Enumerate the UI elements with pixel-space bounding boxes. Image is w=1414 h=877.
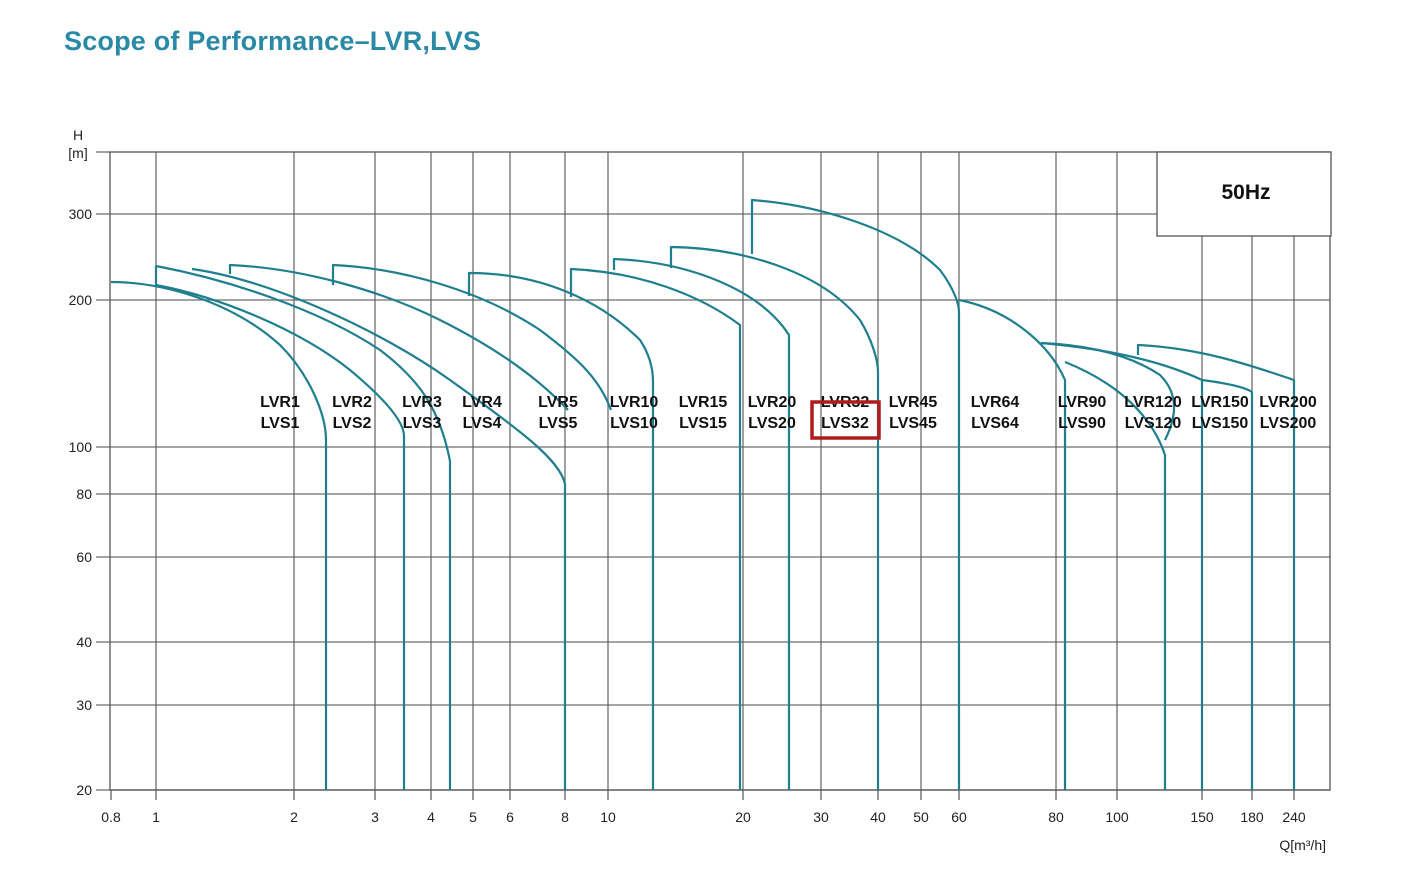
x-tick-label: 100 — [1105, 809, 1129, 825]
model-label-lvr: LVR4 — [462, 394, 502, 411]
pump-curve — [1201, 378, 1254, 790]
model-label-lvs: LVS90 — [1058, 415, 1106, 432]
x-tick-label: 20 — [735, 809, 751, 825]
model-label-lvs: LVS3 — [403, 415, 442, 432]
plot-frame — [109, 151, 1331, 791]
model-label-lvs: LVS32 — [821, 415, 869, 432]
model-label-lvr: LVR120 — [1124, 394, 1182, 411]
model-label-lvs: LVS45 — [889, 415, 937, 432]
model-label-lvs: LVS1 — [261, 415, 300, 432]
x-tick-label: 4 — [427, 809, 435, 825]
pump-curve — [1136, 343, 1296, 790]
model-label-lvr: LVR64 — [971, 394, 1020, 411]
model-label-lvr: LVR90 — [1058, 394, 1107, 411]
x-tick-label: 5 — [469, 809, 477, 825]
x-tick-label: 2 — [290, 809, 298, 825]
y-tick-label: 40 — [76, 634, 92, 650]
x-axis-label: Q[m³/h] — [1279, 837, 1326, 853]
x-tick-label: 40 — [870, 809, 886, 825]
pump-curve — [110, 280, 328, 790]
pump-curve — [569, 267, 742, 790]
x-tick-label: 10 — [600, 809, 616, 825]
pump-curve — [331, 263, 613, 411]
model-label-lvr: LVR10 — [610, 394, 659, 411]
model-label-lvs: LVS15 — [679, 415, 727, 432]
y-tick-label: 80 — [76, 486, 92, 502]
model-label-lvs: LVS64 — [971, 415, 1019, 432]
pump-curve — [191, 267, 567, 790]
x-tick-label: 3 — [371, 809, 379, 825]
x-tick-label: 180 — [1240, 809, 1264, 825]
pump-curve — [750, 198, 961, 790]
model-label-lvr: LVR150 — [1191, 394, 1249, 411]
model-label-lvs: LVS20 — [748, 415, 796, 432]
pump-curve — [467, 271, 655, 790]
y-tick-label: 200 — [69, 292, 93, 308]
y-grid-lines — [96, 151, 1330, 791]
x-tick-label: 50 — [913, 809, 929, 825]
x-tick-label: 60 — [951, 809, 967, 825]
model-label-lvs: LVS200 — [1260, 415, 1317, 432]
model-label-lvr: LVR5 — [538, 394, 578, 411]
pump-curve — [958, 298, 1067, 790]
page-title: Scope of Performance–LVR,LVS — [64, 26, 482, 56]
model-label-lvr: LVR1 — [260, 394, 300, 411]
y-axis-ticks: 300 200 100 80 60 40 30 20 — [69, 206, 93, 798]
x-tick-label: 30 — [813, 809, 829, 825]
model-label-lvr: LVR20 — [748, 394, 797, 411]
model-label-lvr: LVR2 — [332, 394, 372, 411]
x-tick-label: 240 — [1282, 809, 1306, 825]
model-label-lvr: LVR15 — [679, 394, 728, 411]
pump-curve — [155, 264, 452, 790]
pump-curve — [228, 263, 569, 411]
model-label-lvr: LVR3 — [402, 394, 442, 411]
y-tick-label: 30 — [76, 697, 92, 713]
y-tick-label: 100 — [69, 439, 93, 455]
model-label-lvs: LVS150 — [1192, 415, 1249, 432]
pump-curves — [110, 198, 1296, 790]
x-tick-label: 6 — [506, 809, 514, 825]
model-labels: LVR1 LVS1 LVR2 LVS2 LVR3 LVS3 LVR4 LVS4 LVR5 LVS5… — [260, 394, 1317, 432]
x-tick-label: 80 — [1048, 809, 1064, 825]
y-axis-label: H — [73, 127, 83, 143]
pump-curve — [1040, 341, 1204, 790]
pump-curve — [154, 266, 406, 790]
x-tick-label: 1 — [152, 809, 160, 825]
y-axis-unit: [m] — [68, 145, 87, 161]
pump-curve — [669, 245, 880, 790]
model-label-lvs: LVS2 — [333, 415, 372, 432]
model-label-lvr: LVR45 — [889, 394, 938, 411]
pump-curve — [1064, 360, 1167, 790]
model-label-lvs: LVS10 — [610, 415, 658, 432]
model-label-lvr: LVR200 — [1259, 394, 1317, 411]
x-tick-label: 150 — [1190, 809, 1214, 825]
model-label-lvs: LVS5 — [539, 415, 578, 432]
y-tick-label: 60 — [76, 549, 92, 565]
x-tick-label: 8 — [561, 809, 569, 825]
pump-curve — [612, 257, 791, 790]
highlight-box-lvs32 — [810, 400, 881, 440]
model-label-lvs: LVS4 — [463, 415, 502, 432]
x-tick-label: 0.8 — [101, 809, 121, 825]
model-label-lvs: LVS120 — [1125, 415, 1182, 432]
frequency-label: 50Hz — [1221, 181, 1270, 204]
frequency-box — [1156, 151, 1332, 237]
x-axis-ticks: 0.8 1 2 3 4 5 6 8 10 20 30 40 50 60 80 100 150 180 240 — [101, 790, 1306, 825]
y-tick-label: 300 — [69, 206, 93, 222]
y-tick-label: 20 — [76, 782, 92, 798]
